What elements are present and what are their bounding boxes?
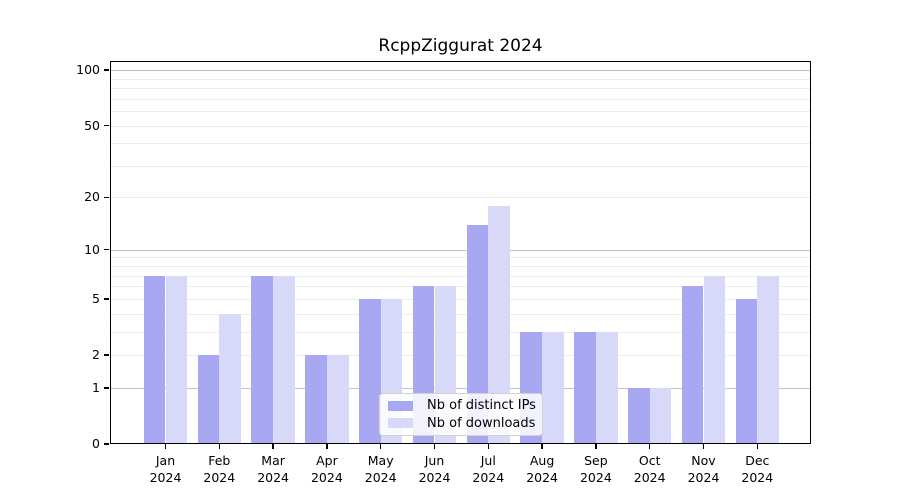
x-tick-mark: [433, 444, 436, 449]
y-tick-label: 0: [92, 436, 100, 451]
major-gridline: [110, 70, 811, 72]
bar-distinct-ips: [466, 224, 489, 444]
bar-distinct-ips: [197, 355, 220, 444]
y-tick-label: 20: [84, 189, 100, 205]
legend-row-distinct-ips: Nb of distinct IPs: [388, 398, 536, 414]
bar-distinct-ips: [143, 275, 166, 444]
minor-gridline: [110, 355, 811, 356]
y-tick-mark: [104, 443, 109, 445]
bar-downloads: [165, 275, 188, 444]
bar-downloads: [326, 355, 349, 444]
x-tick-mark: [756, 444, 758, 449]
bar-distinct-ips: [251, 275, 274, 444]
bar-downloads: [488, 205, 510, 444]
legend-swatch-downloads: [388, 418, 413, 429]
minor-gridline: [110, 125, 811, 127]
x-tick-mark: [702, 444, 705, 449]
minor-gridline: [110, 98, 811, 100]
x-tick-label: Feb 2024: [203, 453, 236, 485]
x-tick-label: Mar 2024: [257, 453, 289, 485]
bar-distinct-ips: [735, 298, 758, 444]
major-gridline: [110, 249, 811, 251]
bar-downloads: [595, 331, 618, 444]
bar-distinct-ips: [574, 331, 596, 444]
major-gridline: [110, 387, 811, 389]
x-tick-mark: [541, 444, 543, 449]
legend: Nb of distinct IPs Nb of downloads: [379, 393, 543, 436]
minor-gridline: [110, 298, 811, 300]
x-tick-label: Jan 2024: [149, 453, 182, 485]
y-tick-mark: [104, 69, 109, 71]
bar-downloads: [219, 313, 241, 444]
y-tick-label: 1: [92, 379, 100, 395]
y-tick-mark: [104, 298, 109, 300]
y-tick-label: 5: [92, 290, 100, 306]
minor-gridline: [110, 78, 811, 80]
x-tick-label: May 2024: [364, 453, 397, 485]
x-tick-mark: [595, 444, 597, 449]
bar-downloads: [703, 275, 726, 444]
x-tick-label: Sep 2024: [579, 453, 612, 485]
minor-gridline: [110, 257, 811, 259]
bar-downloads: [757, 275, 779, 444]
x-tick-mark: [649, 444, 651, 449]
x-tick-label: Dec 2024: [741, 453, 774, 485]
x-tick-label: Apr 2024: [310, 453, 343, 485]
minor-gridline: [110, 313, 811, 315]
minor-gridline: [110, 111, 811, 113]
minor-gridline: [110, 331, 811, 333]
bar-distinct-ips: [628, 387, 650, 444]
y-tick-mark: [104, 196, 109, 199]
y-tick-label: 2: [92, 347, 100, 362]
legend-label-distinct-ips: Nb of distinct IPs: [427, 398, 536, 414]
y-tick-label: 10: [84, 241, 100, 257]
x-tick-mark: [164, 444, 167, 449]
legend-label-downloads: Nb of downloads: [427, 415, 536, 431]
y-tick-mark: [104, 249, 109, 251]
y-tick-mark: [104, 354, 109, 356]
bar-downloads: [273, 275, 295, 444]
x-tick-mark: [487, 444, 489, 449]
bar-distinct-ips: [681, 286, 704, 444]
legend-swatch-distinct-ips: [388, 400, 413, 411]
x-tick-mark: [326, 444, 328, 449]
x-tick-mark: [218, 444, 220, 449]
y-tick-mark: [104, 124, 109, 127]
y-tick-mark: [104, 387, 109, 389]
minor-gridline: [110, 275, 811, 277]
bar-distinct-ips: [359, 298, 381, 444]
minor-gridline: [110, 88, 811, 90]
minor-gridline: [110, 286, 811, 288]
y-tick-label: 50: [84, 117, 100, 133]
x-tick-label: Oct 2024: [633, 453, 666, 485]
x-tick-label: Jul 2024: [472, 453, 505, 485]
bar-downloads: [649, 387, 672, 444]
x-tick-label: Jun 2024: [418, 453, 451, 485]
bar-distinct-ips: [305, 355, 327, 444]
minor-gridline: [110, 197, 811, 199]
minor-gridline: [110, 266, 811, 268]
minor-gridline: [110, 143, 811, 145]
chart-title: RcppZiggurat 2024: [378, 36, 543, 56]
x-tick-label: Nov 2024: [687, 453, 720, 485]
plot-area: 0 1 2 5 10 20 50 100 Jan 2024 Feb 2024 Mar 2024 Apr…: [76, 61, 811, 485]
legend-row-downloads: Nb of downloads: [388, 415, 536, 431]
x-tick-mark: [272, 444, 274, 449]
y-tick-label: 100: [76, 62, 100, 78]
x-tick-mark: [380, 444, 382, 449]
minor-gridline: [110, 165, 811, 167]
bar-downloads: [542, 331, 564, 444]
x-tick-label: Aug 2024: [526, 453, 558, 485]
